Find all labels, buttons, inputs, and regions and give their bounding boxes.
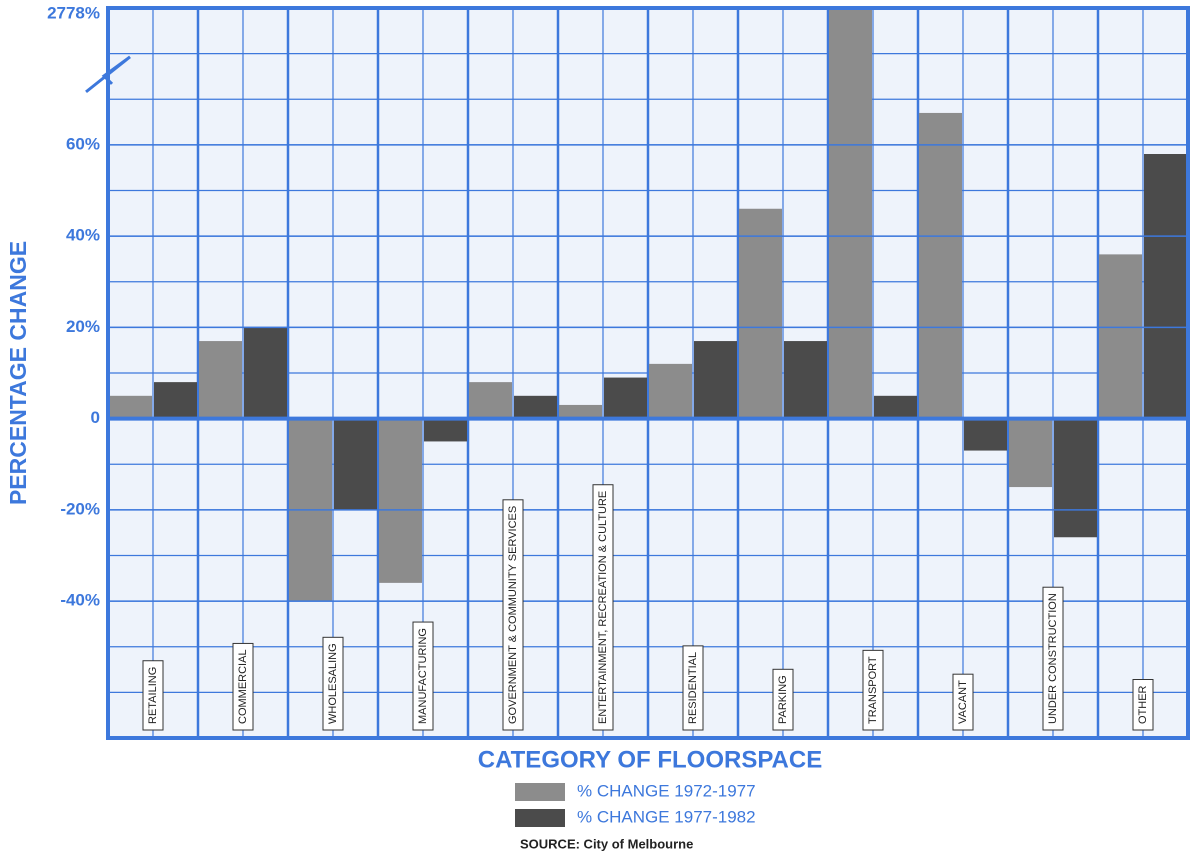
bar [469, 382, 512, 419]
chart-title: CATEGORY OF FLOORSPACE [478, 746, 822, 773]
bar [1009, 418, 1052, 488]
category-label-group: WHOLESALING [322, 636, 344, 731]
bar [964, 418, 1007, 451]
category-label-box [142, 660, 164, 731]
x-tick-label: UNDER CONSTRUCTION [1047, 593, 1059, 724]
y-tick-label: -20% [60, 499, 100, 518]
bar [514, 395, 557, 419]
x-tick-label: RESIDENTIAL [687, 652, 699, 724]
bar [649, 363, 692, 419]
bar [109, 395, 152, 419]
axis-break [85, 55, 131, 94]
bar [154, 382, 197, 419]
category-label-group: GOVERNMENT & COMMUNITY SERVICES [502, 499, 524, 731]
y-tick-label: 60% [66, 134, 100, 153]
category-label-group: ENTERTAINMENT, RECREATION & CULTURE [592, 484, 614, 731]
category-label-group: OTHER [1132, 679, 1154, 731]
bar [784, 341, 827, 419]
category-label-group: UNDER CONSTRUCTION [1042, 586, 1064, 731]
category-label-box [1042, 586, 1064, 731]
category-label-group: COMMERCIAL [232, 642, 254, 731]
category-label-group: RESIDENTIAL [682, 645, 704, 731]
y-tick-label: 0 [91, 408, 100, 427]
source: SOURCE: City of Melbourne [520, 836, 693, 851]
y-tick-label: 20% [66, 317, 100, 336]
bar [739, 208, 782, 419]
x-tick-label: VACANT [957, 680, 969, 724]
x-tick-label: MANUFACTURING [417, 628, 429, 724]
category-label-group: PARKING [772, 668, 794, 731]
y-tick-label: 2778% [47, 3, 100, 22]
bar [424, 418, 467, 442]
y-axis-label: PERCENTAGE CHANGE [5, 241, 31, 505]
bar [379, 418, 422, 583]
bar [1144, 154, 1187, 419]
x-tick-label: ENTERTAINMENT, RECREATION & CULTURE [597, 491, 609, 724]
category-label-box [682, 645, 704, 731]
category-label-box [232, 642, 254, 731]
category-label-box [412, 621, 434, 731]
category-label-box [952, 673, 974, 731]
category-label-group: TRANSPORT [862, 649, 884, 731]
legend-label: % CHANGE 1977-1982 [577, 807, 756, 826]
category-label-group: VACANT [952, 673, 974, 731]
y-tick-label: -40% [60, 591, 100, 610]
y-tick-label: 40% [66, 226, 100, 245]
x-tick-label: GOVERNMENT & COMMUNITY SERVICES [507, 506, 519, 724]
legend-swatch [515, 783, 565, 801]
bar [919, 112, 962, 419]
bar [874, 395, 917, 419]
legend-swatch [515, 809, 565, 827]
bar [829, 8, 872, 419]
bar [199, 341, 242, 419]
x-tick-label: TRANSPORT [867, 656, 879, 724]
category-label-box [862, 649, 884, 731]
bar [559, 404, 602, 419]
legend-label: % CHANGE 1972-1977 [577, 781, 756, 800]
bar [334, 418, 377, 510]
plot-border [106, 6, 1190, 740]
category-label-box [322, 636, 344, 731]
bar [1054, 418, 1097, 538]
bar [694, 341, 737, 419]
bar [244, 327, 287, 419]
category-label-box [592, 484, 614, 731]
bar [1099, 254, 1142, 419]
x-tick-label: WHOLESALING [327, 643, 339, 724]
category-label-group: MANUFACTURING [412, 621, 434, 731]
category-label-box [772, 668, 794, 731]
category-label-box [502, 499, 524, 731]
category-label-box [1132, 679, 1154, 731]
x-tick-label: PARKING [777, 675, 789, 724]
x-tick-label: OTHER [1137, 685, 1149, 724]
x-tick-label: COMMERCIAL [237, 649, 249, 724]
category-label-group: RETAILING [142, 660, 164, 731]
bar [604, 377, 647, 419]
x-tick-label: RETAILING [147, 667, 159, 724]
